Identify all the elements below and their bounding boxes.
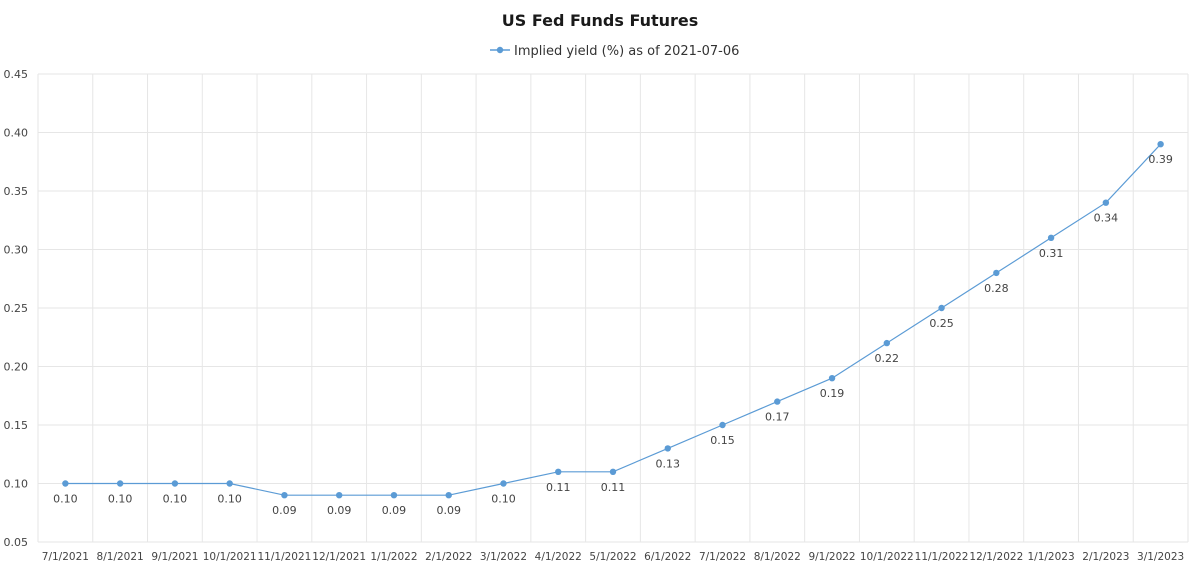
data-point <box>609 468 617 475</box>
data-label: 0.11 <box>546 481 571 494</box>
x-tick-label: 11/1/2021 <box>258 551 312 563</box>
x-tick-label: 9/1/2021 <box>151 551 198 563</box>
data-point <box>993 269 1000 277</box>
data-point <box>1157 141 1164 148</box>
data-point <box>664 445 671 452</box>
series-line <box>65 143 1162 496</box>
y-tick-label: 0.40 <box>4 127 29 140</box>
data-point <box>1047 234 1055 241</box>
grid-lines <box>37 73 1189 543</box>
data-label: 0.31 <box>1039 247 1064 260</box>
y-tick-label: 0.10 <box>4 478 29 491</box>
data-label: 0.22 <box>875 352 900 365</box>
data-point <box>390 492 398 499</box>
data-point <box>171 480 179 487</box>
data-label: 0.19 <box>820 387 845 400</box>
data-label: 0.10 <box>108 493 133 506</box>
data-label: 0.10 <box>53 493 78 506</box>
y-tick-label: 0.35 <box>4 185 29 198</box>
data-label: 0.13 <box>656 457 681 470</box>
data-label: 0.10 <box>491 493 516 506</box>
y-axis-ticks: 0.05 0.10 0.15 0.20 0.25 0.30 0.35 0.40 0.45 <box>4 68 29 549</box>
data-point <box>774 398 781 405</box>
data-label: 0.09 <box>436 504 461 517</box>
data-label: 0.28 <box>984 282 1009 295</box>
y-tick-label: 0.30 <box>4 244 29 257</box>
data-label: 0.10 <box>217 493 242 506</box>
data-label: 0.11 <box>601 481 626 494</box>
data-point <box>828 375 836 382</box>
x-tick-label: 11/1/2022 <box>915 551 969 563</box>
data-point <box>62 480 69 487</box>
data-label: 0.25 <box>929 317 954 330</box>
x-tick-label: 9/1/2022 <box>808 551 855 563</box>
x-tick-label: 12/1/2022 <box>969 551 1023 563</box>
data-point <box>335 492 343 499</box>
data-labels: 0.10 0.10 0.10 0.10 0.09 0.09 0.09 0.09 0.10 0.11… <box>53 153 1173 517</box>
x-tick-label: 5/1/2022 <box>589 551 636 563</box>
x-tick-label: 7/1/2021 <box>42 551 89 563</box>
x-tick-label: 8/1/2021 <box>97 551 144 563</box>
x-tick-label: 1/1/2023 <box>1028 551 1075 563</box>
data-point <box>500 480 507 487</box>
x-tick-label: 10/1/2021 <box>203 551 257 563</box>
x-axis-ticks: 7/1/2021 8/1/2021 9/1/2021 10/1/2021 11/1/20… <box>42 551 1184 563</box>
y-tick-label: 0.45 <box>4 68 29 81</box>
x-tick-label: 2/1/2022 <box>425 551 472 563</box>
x-tick-label: 12/1/2021 <box>312 551 366 563</box>
x-tick-label: 8/1/2022 <box>754 551 801 563</box>
y-tick-label: 0.20 <box>4 361 29 374</box>
data-point <box>116 480 124 487</box>
series-layer <box>62 141 1164 499</box>
data-label: 0.17 <box>765 411 790 424</box>
legend-series-label: Implied yield (%) as of 2021-07-06 <box>514 44 739 59</box>
data-label: 0.10 <box>163 493 188 506</box>
y-tick-label: 0.15 <box>4 419 29 432</box>
data-point <box>938 304 945 312</box>
chart-title: US Fed Funds Futures <box>502 11 699 30</box>
data-point <box>883 339 891 347</box>
x-tick-label: 3/1/2022 <box>480 551 527 563</box>
data-label: 0.39 <box>1148 153 1173 166</box>
x-tick-label: 3/1/2023 <box>1137 551 1184 563</box>
data-point <box>555 468 562 475</box>
legend-point-marker <box>496 46 504 54</box>
data-point <box>719 421 726 429</box>
legend: Implied yield (%) as of 2021-07-06 <box>490 44 739 59</box>
x-tick-label: 4/1/2022 <box>535 551 582 563</box>
data-label: 0.09 <box>382 504 407 517</box>
data-label: 0.34 <box>1094 212 1119 225</box>
data-point <box>226 480 233 487</box>
data-point <box>1102 199 1110 206</box>
data-point <box>281 492 288 499</box>
y-tick-label: 0.05 <box>4 536 29 549</box>
x-tick-label: 7/1/2022 <box>699 551 746 563</box>
y-tick-label: 0.25 <box>4 302 29 315</box>
data-label: 0.09 <box>272 504 297 517</box>
x-tick-label: 1/1/2022 <box>370 551 417 563</box>
x-tick-label: 10/1/2022 <box>860 551 914 563</box>
data-label: 0.09 <box>327 504 352 517</box>
x-tick-label: 2/1/2023 <box>1082 551 1129 563</box>
data-point <box>445 492 452 499</box>
x-tick-label: 6/1/2022 <box>644 551 691 563</box>
data-label: 0.15 <box>710 434 735 447</box>
